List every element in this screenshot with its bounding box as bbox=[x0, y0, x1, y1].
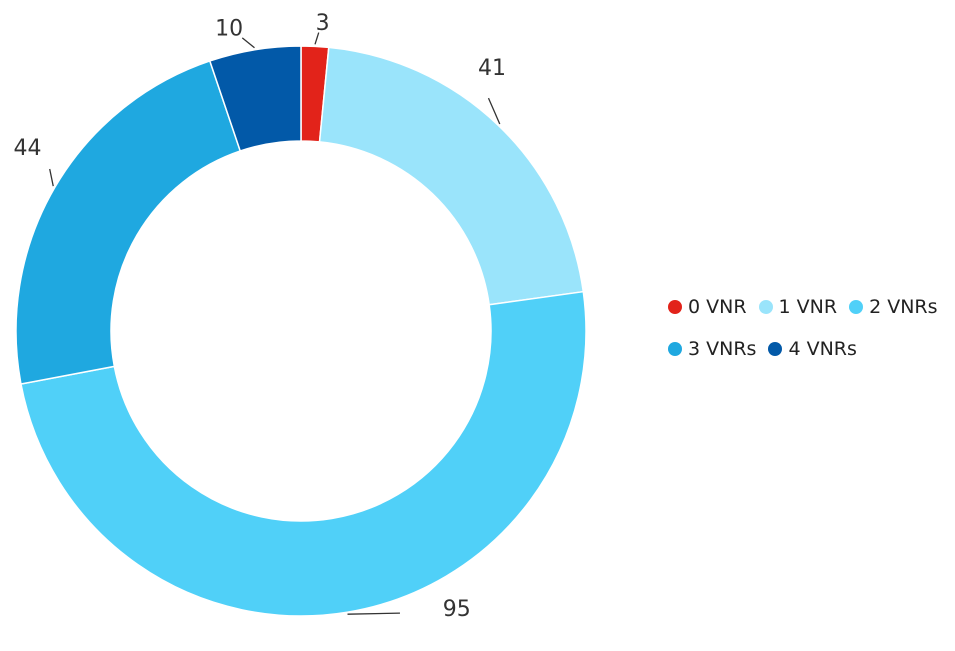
leader-line-1-vnr bbox=[487, 97, 501, 125]
legend-label: 3 VNRs bbox=[688, 338, 757, 360]
data-label-0-vnr: 3 bbox=[316, 11, 330, 36]
legend-item-3-vnrs: 3 VNRs bbox=[668, 338, 756, 360]
legend-row: 3 VNRs 4 VNRs bbox=[668, 336, 953, 362]
leader-line-4-vnrs bbox=[241, 37, 255, 49]
legend-swatch bbox=[758, 300, 773, 314]
legend-item-1-vnr: 1 VNR bbox=[758, 296, 838, 318]
data-label-1-vnr: 41 bbox=[478, 56, 506, 81]
leader-line-2-vnrs bbox=[347, 612, 400, 615]
data-label-2-vnrs: 95 bbox=[443, 597, 471, 622]
slice-1-vnr bbox=[318, 46, 585, 306]
donut-slices bbox=[15, 45, 587, 617]
data-labels: 3 41 95 44 10 bbox=[14, 11, 507, 622]
legend: 0 VNR 1 VNR 2 VNRs 3 VNRs 4 VNRs bbox=[668, 294, 953, 378]
leader-line-0-vnr bbox=[314, 32, 320, 45]
legend-label: 0 VNR bbox=[688, 296, 747, 318]
legend-item-0-vnr: 0 VNR bbox=[668, 296, 747, 318]
legend-swatch bbox=[668, 300, 682, 314]
data-label-3-vnrs: 44 bbox=[14, 136, 42, 161]
legend-item-4-vnrs: 4 VNRs bbox=[768, 338, 857, 360]
legend-swatch bbox=[668, 342, 682, 356]
legend-swatch bbox=[768, 342, 783, 356]
data-label-4-vnrs: 10 bbox=[215, 16, 243, 41]
slice-2-vnrs bbox=[20, 290, 587, 617]
legend-label: 1 VNR bbox=[778, 296, 838, 318]
legend-swatch bbox=[849, 300, 864, 314]
slice-3-vnrs bbox=[15, 60, 242, 385]
slice-4-vnrs bbox=[208, 45, 302, 152]
leader-lines bbox=[49, 32, 501, 615]
donut-chart: 3 41 95 44 10 bbox=[14, 11, 587, 622]
legend-row: 0 VNR 1 VNR 2 VNRs bbox=[668, 294, 953, 320]
leader-line-3-vnrs bbox=[49, 168, 54, 187]
legend-label: 2 VNRs bbox=[869, 296, 938, 318]
legend-label: 4 VNRs bbox=[788, 338, 857, 360]
legend-item-2-vnrs: 2 VNRs bbox=[849, 296, 938, 318]
